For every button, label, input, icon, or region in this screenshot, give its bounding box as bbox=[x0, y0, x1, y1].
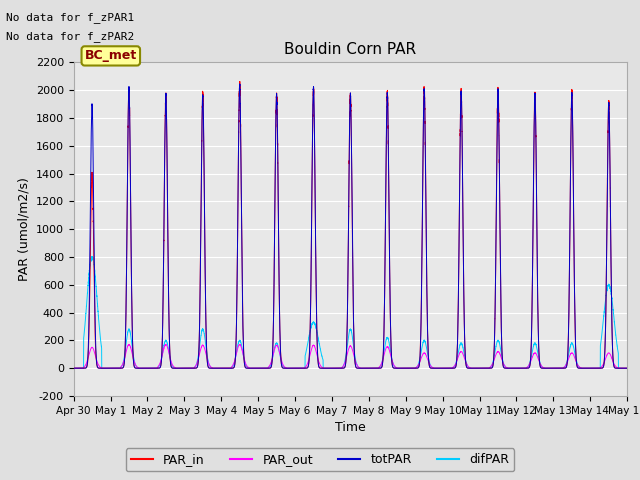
Y-axis label: PAR (umol/m2/s): PAR (umol/m2/s) bbox=[17, 177, 30, 281]
X-axis label: Time: Time bbox=[335, 421, 366, 434]
Text: No data for f_zPAR2: No data for f_zPAR2 bbox=[6, 31, 134, 42]
Text: No data for f_zPAR1: No data for f_zPAR1 bbox=[6, 12, 134, 23]
Legend: PAR_in, PAR_out, totPAR, difPAR: PAR_in, PAR_out, totPAR, difPAR bbox=[125, 448, 515, 471]
Text: BC_met: BC_met bbox=[84, 49, 137, 62]
Title: Bouldin Corn PAR: Bouldin Corn PAR bbox=[284, 42, 417, 57]
